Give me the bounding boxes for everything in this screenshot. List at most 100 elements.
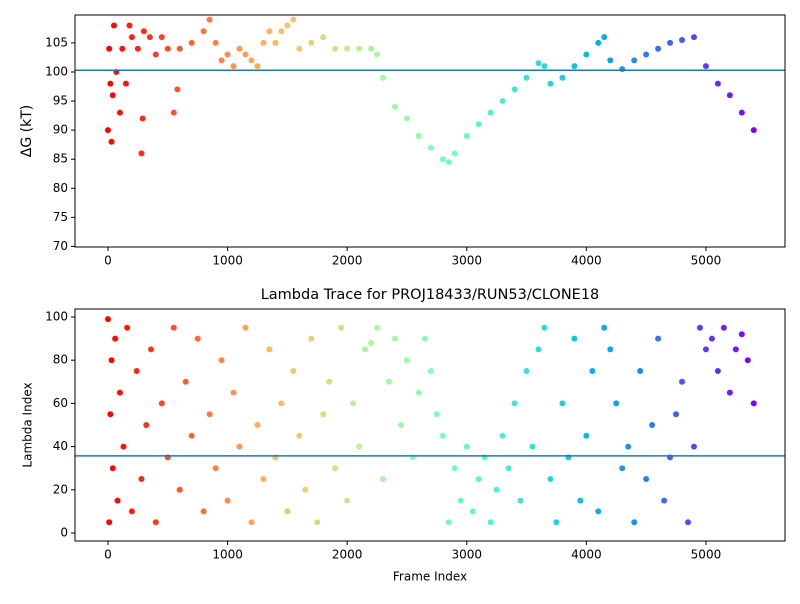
point: [218, 357, 225, 364]
point: [284, 22, 291, 29]
point: [541, 63, 548, 70]
point: [302, 486, 309, 493]
point: [112, 335, 119, 342]
point: [338, 324, 345, 331]
x-tick-label: 0: [104, 254, 112, 268]
point: [517, 497, 524, 504]
point: [368, 339, 375, 346]
point: [714, 80, 721, 87]
x-axis-label: Frame Index: [393, 570, 467, 584]
y-axis-label: ΔG (kT): [19, 105, 35, 157]
point: [224, 497, 231, 504]
x-tick-label: 2000: [332, 548, 363, 562]
point: [374, 51, 381, 58]
point: [451, 150, 458, 157]
point: [119, 45, 126, 52]
point: [248, 57, 255, 64]
point: [170, 324, 177, 331]
y-tick-label: 75: [53, 210, 68, 224]
point: [499, 98, 506, 105]
point: [296, 432, 303, 439]
point: [308, 39, 315, 46]
y-tick-label: 0: [60, 526, 68, 540]
point: [116, 109, 123, 116]
point: [362, 346, 369, 353]
point: [146, 34, 153, 41]
point: [158, 34, 165, 41]
point: [487, 109, 494, 116]
point: [152, 51, 159, 58]
point: [601, 34, 608, 41]
point: [667, 39, 674, 46]
point: [212, 39, 219, 46]
x-tick-label: 4000: [571, 548, 602, 562]
point: [607, 57, 614, 64]
point: [170, 109, 177, 116]
point: [206, 411, 213, 418]
point: [427, 367, 434, 374]
y-tick-label: 40: [53, 439, 68, 453]
point: [350, 400, 357, 407]
x-tick-label: 5000: [691, 548, 722, 562]
point: [732, 346, 739, 353]
point: [415, 132, 422, 139]
point: [655, 45, 662, 52]
point: [128, 34, 135, 41]
point: [750, 127, 757, 134]
point: [529, 443, 536, 450]
point: [126, 22, 133, 29]
point: [114, 497, 121, 504]
point: [601, 324, 608, 331]
point: [571, 63, 578, 70]
point: [188, 39, 195, 46]
point: [133, 367, 140, 374]
point: [559, 400, 566, 407]
point: [726, 389, 733, 396]
point: [433, 411, 440, 418]
point: [589, 367, 596, 374]
point: [625, 443, 632, 450]
point: [374, 324, 381, 331]
point: [679, 378, 686, 385]
point: [290, 16, 297, 23]
point: [148, 346, 155, 353]
point: [637, 367, 644, 374]
x-tick-label: 4000: [571, 254, 602, 268]
point: [254, 422, 261, 428]
point: [403, 357, 410, 364]
point: [619, 66, 626, 73]
point: [463, 132, 470, 139]
point: [248, 519, 255, 526]
point: [109, 92, 116, 99]
point: [200, 508, 207, 515]
point: [368, 45, 375, 52]
point: [206, 16, 213, 23]
point: [278, 28, 285, 35]
chart-title: Lambda Trace for PROJ18433/RUN53/CLONE18: [261, 287, 600, 303]
point: [105, 316, 112, 323]
point: [535, 60, 542, 67]
point: [661, 497, 668, 504]
point: [242, 51, 249, 58]
point: [174, 86, 181, 93]
y-tick-label: 100: [45, 309, 68, 323]
point: [726, 92, 733, 99]
point: [182, 378, 189, 385]
point: [714, 367, 721, 374]
point: [469, 508, 476, 515]
point: [254, 63, 261, 70]
point: [139, 115, 146, 122]
point: [320, 411, 327, 418]
point: [523, 74, 530, 81]
point: [230, 389, 237, 396]
y-tick-label: 95: [53, 94, 68, 108]
point: [511, 86, 518, 93]
point: [194, 335, 201, 342]
x-tick-label: 5000: [691, 254, 722, 268]
point: [138, 150, 145, 157]
point: [320, 34, 327, 41]
point: [451, 465, 458, 472]
x-tick-label: 1000: [212, 548, 243, 562]
point: [475, 121, 482, 128]
